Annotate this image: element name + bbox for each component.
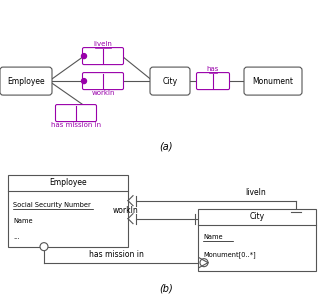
FancyBboxPatch shape <box>150 67 190 95</box>
FancyBboxPatch shape <box>82 72 124 90</box>
Bar <box>198 209 316 271</box>
Text: (b): (b) <box>159 284 173 294</box>
Text: liveIn: liveIn <box>94 41 113 47</box>
Circle shape <box>81 53 87 59</box>
Text: workIn: workIn <box>112 206 138 215</box>
Text: has mission in: has mission in <box>51 122 101 128</box>
FancyBboxPatch shape <box>55 105 97 121</box>
Bar <box>8 175 128 247</box>
Text: ...: ... <box>13 234 19 240</box>
Text: Monument: Monument <box>253 77 293 86</box>
Text: Monument[0..*]: Monument[0..*] <box>203 251 256 258</box>
Text: has mission in: has mission in <box>89 250 143 259</box>
Text: City: City <box>162 77 178 86</box>
Text: Employee: Employee <box>7 77 45 86</box>
Circle shape <box>40 243 48 251</box>
FancyBboxPatch shape <box>197 72 229 90</box>
Text: Name: Name <box>203 234 223 240</box>
FancyBboxPatch shape <box>0 67 52 95</box>
Text: Employee: Employee <box>49 178 87 187</box>
Text: has: has <box>207 66 219 72</box>
Text: Name: Name <box>13 218 33 224</box>
Text: Social Security Number: Social Security Number <box>13 202 91 208</box>
FancyBboxPatch shape <box>82 48 124 64</box>
FancyBboxPatch shape <box>244 67 302 95</box>
Circle shape <box>200 259 208 267</box>
Text: City: City <box>249 212 265 221</box>
Text: liveIn: liveIn <box>245 188 266 197</box>
Text: workIn: workIn <box>91 90 115 96</box>
Circle shape <box>81 79 87 83</box>
Text: (a): (a) <box>159 141 173 151</box>
